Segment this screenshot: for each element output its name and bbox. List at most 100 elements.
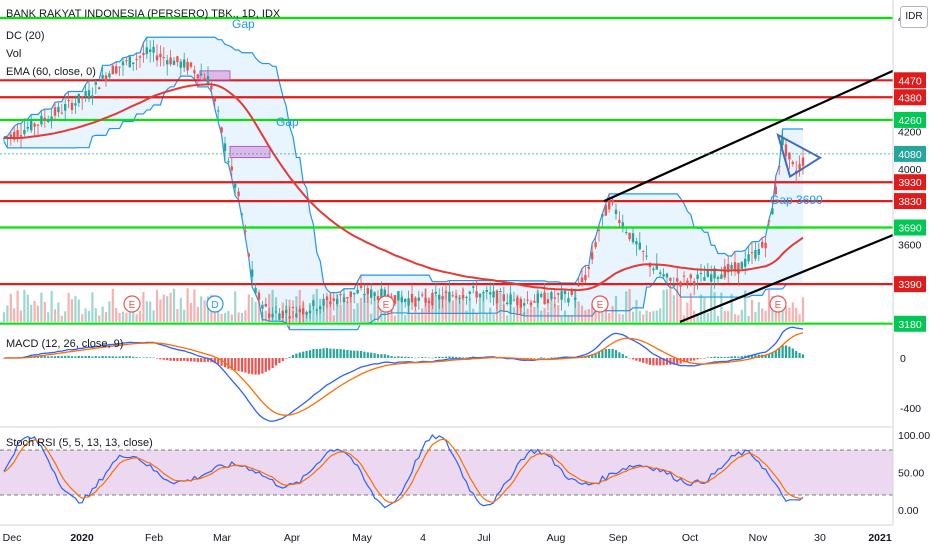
symbol-title[interactable]: BANK RAKYAT INDONESIA (PERSERO) TBK., 1D… bbox=[6, 8, 281, 20]
candle bbox=[84, 91, 87, 97]
macd-hist-bar bbox=[77, 355, 80, 358]
macd-hist-bar bbox=[128, 356, 131, 358]
candle bbox=[223, 143, 227, 152]
volume-bar bbox=[26, 294, 29, 322]
candle bbox=[40, 115, 43, 125]
currency-button[interactable]: IDR bbox=[900, 6, 928, 28]
macd-hist-bar bbox=[373, 353, 376, 358]
volume-bar bbox=[353, 309, 356, 322]
volume-bar bbox=[404, 314, 407, 322]
price-label-4470 bbox=[894, 72, 926, 89]
candle bbox=[676, 278, 679, 282]
macd-hist-bar bbox=[400, 356, 403, 358]
macd-hist-bar bbox=[642, 358, 645, 363]
price-panel[interactable]: Gap Gap Gap 3690 E D E E E bbox=[0, 16, 894, 331]
candle bbox=[13, 131, 16, 140]
volume-bar bbox=[47, 312, 50, 322]
candle bbox=[645, 255, 648, 257]
candle bbox=[203, 77, 206, 81]
stoch-rsi-title[interactable]: Stoch RSI (5, 5, 13, 13, close) bbox=[6, 437, 153, 449]
candle bbox=[553, 297, 556, 299]
candle bbox=[499, 291, 502, 293]
stoch-panel[interactable] bbox=[0, 434, 893, 509]
candle bbox=[468, 291, 471, 294]
candle bbox=[560, 291, 563, 300]
volume-bar bbox=[788, 307, 791, 322]
candle bbox=[550, 292, 553, 299]
macd-hist-bar bbox=[546, 358, 550, 359]
macd-hist-bar bbox=[703, 358, 706, 359]
volume-bar bbox=[434, 295, 437, 322]
volume-bar bbox=[662, 289, 665, 322]
candle bbox=[679, 281, 682, 287]
macd-hist-bar bbox=[455, 356, 458, 358]
candle bbox=[584, 274, 587, 281]
volume-bar bbox=[696, 313, 699, 322]
volume-bar bbox=[234, 291, 237, 322]
candle bbox=[594, 242, 597, 248]
volume-bar bbox=[652, 311, 655, 322]
volume-bar bbox=[485, 312, 488, 322]
volume-bar bbox=[659, 308, 662, 322]
macd-hist-bar bbox=[81, 356, 84, 358]
candle bbox=[264, 303, 267, 307]
volume-bar bbox=[16, 290, 19, 322]
macd-panel[interactable] bbox=[2, 326, 805, 422]
stoch-tick: 100.00 bbox=[898, 430, 930, 442]
volume-bar bbox=[550, 291, 553, 322]
volume-bar bbox=[621, 314, 624, 322]
macd-hist-bar bbox=[230, 358, 233, 370]
candle bbox=[682, 275, 686, 277]
macd-hist-bar bbox=[53, 356, 57, 358]
volume-bar bbox=[625, 291, 628, 322]
candle bbox=[761, 241, 764, 248]
time-tick: 2021 bbox=[868, 532, 892, 544]
volume-bar bbox=[108, 301, 111, 322]
volume-bar bbox=[67, 292, 70, 322]
macd-title[interactable]: MACD (12, 26, close, 9) bbox=[6, 338, 124, 350]
macd-hist-bar bbox=[526, 358, 529, 359]
macd-hist-bar bbox=[43, 356, 46, 358]
candle bbox=[458, 298, 461, 300]
macd-hist-bar bbox=[295, 353, 298, 358]
macd-hist-bar bbox=[594, 352, 597, 358]
indicator-vol[interactable]: Vol bbox=[6, 48, 22, 60]
indicator-dc[interactable]: DC (20) bbox=[6, 30, 45, 42]
macd-hist-bar bbox=[274, 358, 278, 366]
candle bbox=[108, 73, 111, 78]
candle bbox=[115, 66, 118, 74]
macd-hist-bar bbox=[244, 358, 247, 373]
volume-bar bbox=[618, 313, 621, 322]
macd-hist-bar bbox=[186, 358, 189, 362]
candle bbox=[478, 293, 482, 297]
volume-bar bbox=[230, 314, 233, 322]
macd-hist-bar bbox=[346, 349, 349, 358]
candle bbox=[19, 135, 23, 137]
candle bbox=[370, 289, 373, 298]
candle bbox=[730, 264, 733, 270]
volume-bar bbox=[138, 310, 142, 322]
volume-bar bbox=[200, 296, 203, 322]
candle bbox=[740, 262, 743, 269]
macd-hist-bar bbox=[397, 356, 400, 358]
volume-bar bbox=[155, 289, 159, 322]
candle bbox=[434, 291, 437, 294]
candle bbox=[172, 60, 176, 65]
candle bbox=[319, 306, 322, 310]
macd-hist-bar bbox=[638, 358, 641, 362]
time-tick: Sep bbox=[609, 532, 628, 544]
volume-bar bbox=[220, 313, 223, 322]
macd-hist-bar bbox=[278, 358, 281, 364]
price-label-text: 4260 bbox=[898, 115, 922, 127]
candle bbox=[342, 297, 346, 302]
candle bbox=[638, 242, 641, 250]
candle bbox=[206, 75, 210, 84]
macd-hist-bar bbox=[591, 354, 594, 358]
candle bbox=[475, 291, 478, 298]
indicator-ema[interactable]: EMA (60, close, 0) bbox=[6, 66, 96, 78]
price-label-text: 3180 bbox=[898, 319, 922, 331]
candle bbox=[737, 262, 740, 274]
candle bbox=[774, 186, 777, 195]
price-tick: 3600 bbox=[898, 240, 922, 252]
